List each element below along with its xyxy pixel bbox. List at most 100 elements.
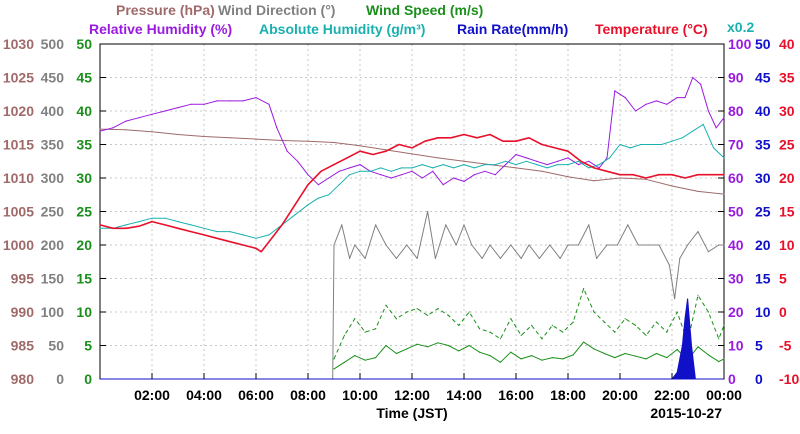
tick-label-temperature: 15 bbox=[779, 204, 795, 220]
tick-label-temperature: 25 bbox=[779, 137, 795, 153]
series-temperature-c-point bbox=[320, 170, 322, 172]
series-wind-speed-m-s-point bbox=[645, 358, 647, 360]
series-relative-humidity-point bbox=[577, 164, 580, 166]
tick-label-rain-rate: 45 bbox=[755, 70, 771, 86]
series-relative-humidity-point bbox=[707, 110, 710, 112]
legend: Pressure (hPa) Wind Direction (°) Wind Spe… bbox=[89, 2, 754, 37]
series-wind-direction-point bbox=[481, 257, 483, 259]
series-wind-direction-point bbox=[648, 244, 650, 246]
rain-scale-label: x0.2 bbox=[727, 19, 754, 35]
series-relative-humidity-point bbox=[359, 164, 361, 166]
series-pressure-hpa-point bbox=[671, 185, 673, 187]
tick-label-rain-rate: 10 bbox=[755, 304, 771, 320]
series-wind-direction-point bbox=[395, 257, 397, 259]
tick-label-wind-speed: 5 bbox=[84, 338, 92, 354]
series-temperature-c-point bbox=[346, 157, 348, 159]
series-wind-speed-m-s-point bbox=[593, 348, 595, 350]
series-relative-humidity-point bbox=[505, 164, 507, 166]
series-absolute-humidity-g-m-point bbox=[268, 234, 270, 236]
series-relative-humidity-point bbox=[614, 90, 616, 92]
series-temperature-c-point bbox=[437, 137, 439, 139]
series-wind-speed-gust-m-s-point bbox=[343, 334, 345, 336]
series-wind-speed-gust-m-s-point bbox=[541, 338, 543, 340]
series-wind-speed-gust-m-s-point bbox=[468, 311, 470, 313]
series-wind-speed-gust-m-s-point bbox=[583, 288, 585, 290]
series-wind-speed-m-s-point bbox=[395, 352, 397, 355]
series-wind-direction-point bbox=[445, 224, 447, 226]
legend-row2-entry-2: Rain Rate(mm/h) bbox=[457, 21, 568, 37]
series-relative-humidity-point bbox=[203, 103, 205, 105]
series-relative-humidity-point bbox=[666, 103, 668, 105]
series-relative-humidity-point bbox=[700, 83, 702, 85]
series-wind-speed-m-s-point bbox=[364, 359, 366, 361]
tick-label-temperature: 5 bbox=[779, 271, 787, 287]
series-wind-speed-gust-m-s-point bbox=[531, 324, 533, 326]
x-tick-label: 06:00 bbox=[238, 387, 274, 403]
series-wind-speed-gust-m-s-point bbox=[416, 308, 418, 310]
series-relative-humidity-point bbox=[588, 160, 590, 162]
series-absolute-humidity-g-m-point bbox=[681, 137, 684, 139]
series-relative-humidity-point bbox=[432, 170, 434, 172]
series-temperature-c-point bbox=[593, 167, 595, 169]
series-absolute-humidity-g-m-point bbox=[328, 194, 330, 196]
tick-label-wind-speed: 50 bbox=[76, 36, 92, 52]
legend-row2-entry-3: Temperature (°C) bbox=[595, 21, 708, 37]
tick-label-humidity: 40 bbox=[728, 237, 744, 253]
series-temperature-c-point bbox=[697, 174, 699, 176]
series-relative-humidity-point bbox=[229, 100, 231, 102]
series-relative-humidity bbox=[99, 77, 725, 186]
series-layer bbox=[99, 76, 725, 380]
series-wind-speed-gust-m-s bbox=[333, 288, 725, 360]
tick-label-wind-direction: 500 bbox=[41, 36, 65, 52]
series-temperature-c-point bbox=[723, 174, 725, 176]
series-temperature-c-point bbox=[359, 150, 361, 152]
series-absolute-humidity-g-m-point bbox=[473, 167, 475, 169]
series-absolute-humidity-g-m-point bbox=[463, 164, 465, 166]
series-absolute-humidity-g-m-point bbox=[567, 164, 569, 166]
series-temperature-c-point bbox=[424, 140, 426, 142]
tick-label-humidity: 100 bbox=[728, 36, 752, 52]
series-absolute-humidity-g-m-point bbox=[255, 237, 257, 239]
series-relative-humidity-point bbox=[598, 167, 600, 169]
grid bbox=[99, 43, 725, 380]
series-temperature-c-point bbox=[177, 227, 179, 229]
series-absolute-humidity-g-m-point bbox=[453, 167, 455, 169]
series-wind-speed-gust-m-s-point bbox=[655, 321, 658, 323]
series-relative-humidity-point bbox=[684, 97, 686, 99]
series-wind-speed-m-s-point bbox=[707, 354, 710, 356]
series-pressure-hpa-point bbox=[645, 178, 647, 180]
series-relative-humidity-point bbox=[606, 157, 608, 159]
series-relative-humidity-point bbox=[567, 157, 569, 159]
series-absolute-humidity-g-m-point bbox=[442, 164, 444, 166]
x-tick-label: 16:00 bbox=[498, 387, 534, 403]
series-wind-speed-gust-m-s-point bbox=[395, 318, 397, 320]
series-wind-speed-gust-m-s-point bbox=[697, 294, 699, 296]
series-relative-humidity-point bbox=[463, 180, 465, 182]
series-temperature-c-point bbox=[567, 150, 569, 152]
series-wind-direction-point bbox=[499, 257, 501, 259]
series-wind-speed-m-s-point bbox=[572, 354, 574, 356]
series-wind-speed-m-s-point bbox=[354, 355, 356, 357]
series-absolute-humidity-g-m-point bbox=[692, 130, 694, 132]
tick-label-rain-rate: 50 bbox=[755, 36, 771, 52]
series-temperature-c-point bbox=[138, 225, 140, 227]
series-wind-speed-m-s-point bbox=[510, 351, 512, 353]
series-pressure-hpa-point bbox=[515, 167, 517, 169]
tick-label-wind-direction: 150 bbox=[41, 271, 65, 287]
series-absolute-humidity-g-m-point bbox=[577, 160, 580, 162]
x-tick-label: 04:00 bbox=[186, 387, 222, 403]
series-wind-speed-gust-m-s-point bbox=[562, 331, 564, 333]
series-wind-speed-m-s-point bbox=[468, 344, 470, 347]
series-relative-humidity-point bbox=[380, 174, 382, 176]
tick-label-wind-speed: 10 bbox=[76, 304, 92, 320]
series-relative-humidity-point bbox=[99, 130, 101, 132]
series-wind-speed-m-s-point bbox=[614, 357, 616, 359]
series-relative-humidity-point bbox=[645, 103, 647, 105]
series-wind-speed-m-s-point bbox=[416, 343, 418, 345]
tick-label-rain-rate: 30 bbox=[755, 170, 771, 186]
series-wind-direction-point bbox=[455, 244, 457, 246]
series-relative-humidity-point bbox=[525, 157, 528, 159]
series-absolute-humidity-g-m-point bbox=[546, 167, 548, 169]
series-wind-speed-gust-m-s-point bbox=[385, 304, 387, 306]
series-wind-speed-gust-m-s-point bbox=[427, 314, 429, 316]
